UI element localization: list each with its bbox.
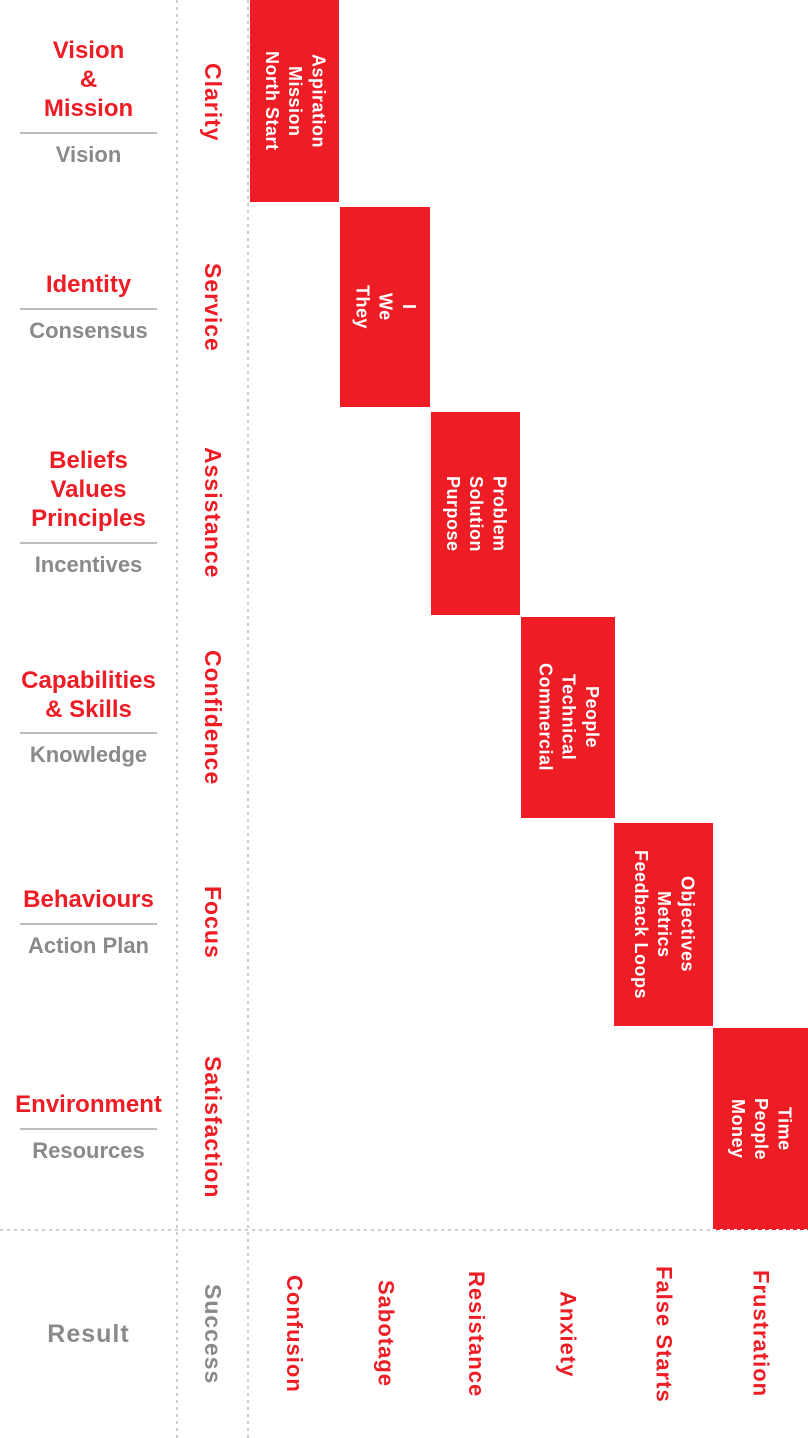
factor-cell-service: Service [177, 205, 248, 410]
result-success-cell: Success [177, 1230, 248, 1438]
box-line: I [399, 304, 420, 310]
box-line: Commercial [535, 663, 556, 772]
title-line: Behaviours [23, 886, 154, 914]
result-anxiety: Anxiety [521, 1230, 614, 1438]
box-line: Aspiration [308, 53, 329, 148]
factor-cell-satisfaction: Satisfaction [177, 1025, 248, 1230]
element-title: Vision & Mission [44, 37, 133, 123]
element-cell-identity: Identity Consensus [0, 205, 177, 410]
element-cell-environment: Environment Resources [0, 1025, 177, 1230]
result-frustration: Frustration [713, 1230, 808, 1438]
element-cell-vision-mission: Vision & Mission Vision [0, 0, 177, 205]
element-subtitle: Incentives [34, 551, 143, 577]
element-title: Behaviours [23, 886, 154, 915]
dotted-separator-over-box [713, 1229, 808, 1231]
box-line: They [352, 284, 373, 329]
result-row-label: Result [47, 1319, 130, 1348]
box-line: Mission [285, 65, 306, 137]
element-subtitle: Vision [55, 141, 122, 167]
title-line: Principles [31, 504, 146, 532]
component-box-text: Objectives Metrics Feedback Loops [628, 850, 698, 999]
component-box-text: People Technical Commercial [533, 663, 603, 771]
vertical-dotted-separator-2 [247, 0, 249, 1438]
divider-line [20, 1127, 157, 1130]
divider-line [20, 732, 157, 735]
result-label: Frustration [748, 1270, 774, 1398]
box-line: Metrics [654, 891, 675, 958]
result-label: Sabotage [373, 1280, 399, 1388]
result-sabotage: Sabotage [340, 1230, 431, 1438]
element-title: Beliefs Values Principles [31, 447, 146, 533]
component-box-identity: I We They [340, 207, 430, 407]
factor-label: Focus [200, 886, 226, 959]
factor-label: Service [200, 263, 226, 352]
result-false-starts: False Starts [614, 1230, 713, 1438]
box-line: We [375, 293, 396, 321]
title-line: Environment [15, 1091, 162, 1119]
factor-label: Confidence [200, 649, 226, 786]
factor-cell-clarity: Clarity [177, 0, 248, 205]
result-confusion: Confusion [248, 1230, 340, 1438]
element-cell-beliefs: Beliefs Values Principles Incentives [0, 410, 177, 615]
factor-label: Satisfaction [200, 1056, 226, 1199]
component-box-behaviours: Objectives Metrics Feedback Loops [614, 823, 713, 1026]
box-line: Purpose [442, 475, 463, 552]
title-line: Mission [43, 94, 134, 122]
title-line: Identity [45, 271, 132, 299]
title-line: Capabilities [21, 666, 156, 694]
box-line: People [751, 1097, 772, 1161]
element-cell-capabilities: Capabilities & Skills Knowledge [0, 615, 177, 820]
component-box-vision: Aspiration Mission North Start [250, 0, 339, 202]
component-box-text: Aspiration Mission North Start [259, 51, 329, 151]
element-subtitle: Resources [32, 1137, 145, 1163]
horizontal-dotted-separator [0, 1229, 808, 1231]
element-cell-behaviours: Behaviours Action Plan [0, 820, 177, 1025]
divider-line [20, 131, 157, 134]
result-label: False Starts [651, 1265, 677, 1403]
component-box-text: Time People Money [725, 1098, 795, 1160]
component-box-text: I We They [350, 285, 420, 329]
box-line: People [582, 686, 603, 749]
element-subtitle: Knowledge [29, 742, 148, 768]
box-line: Time [774, 1107, 795, 1151]
component-box-text: Problem Solution Purpose [440, 476, 510, 552]
component-box-environment: Time People Money [713, 1028, 808, 1230]
box-line: Problem [489, 475, 510, 552]
result-label: Anxiety [555, 1290, 581, 1378]
success-label: Success [200, 1283, 226, 1385]
element-title: Environment [15, 1091, 162, 1120]
title-line: Values [50, 476, 127, 504]
box-line: Feedback Loops [630, 849, 651, 1000]
factor-cell-focus: Focus [177, 820, 248, 1025]
result-row-label-cell: Result [0, 1230, 177, 1438]
divider-line [20, 307, 157, 310]
box-line: North Start [261, 51, 282, 151]
result-label: Confusion [282, 1275, 307, 1393]
title-line: Beliefs [49, 447, 128, 475]
result-resistance: Resistance [431, 1230, 521, 1438]
title-line: Vision [52, 37, 125, 65]
element-subtitle: Action Plan [27, 932, 149, 958]
result-label: Resistance [464, 1270, 489, 1398]
title-line: & Skills [45, 695, 132, 723]
factor-cell-confidence: Confidence [177, 615, 248, 820]
element-title: Identity [46, 271, 131, 300]
element-title: Capabilities & Skills [21, 667, 156, 725]
component-box-beliefs: Problem Solution Purpose [431, 412, 520, 615]
box-line: Objectives [677, 876, 698, 973]
divider-line [20, 541, 157, 544]
box-line: Solution [466, 475, 487, 552]
divider-line [20, 922, 157, 925]
factor-cell-assistance: Assistance [177, 410, 248, 615]
factor-label: Clarity [200, 63, 226, 142]
factor-label: Assistance [200, 446, 226, 579]
element-subtitle: Consensus [29, 317, 148, 343]
box-line: Technical [558, 674, 579, 761]
vertical-dotted-separator-1 [176, 0, 178, 1438]
component-box-capabilities: People Technical Commercial [521, 617, 615, 818]
title-line: & [79, 66, 98, 94]
box-line: Money [727, 1099, 748, 1159]
